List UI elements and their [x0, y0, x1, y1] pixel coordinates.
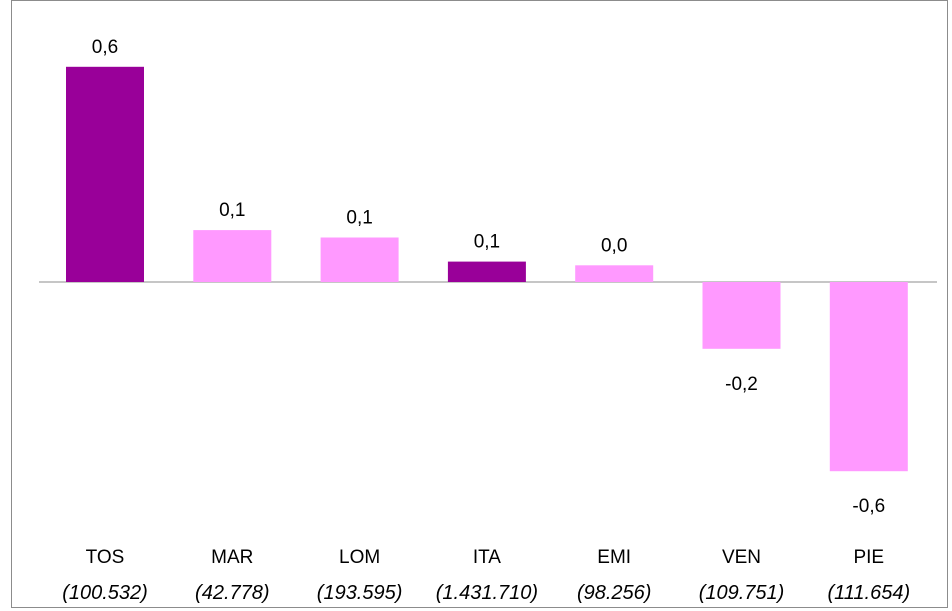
category-label-ven: VEN: [722, 547, 761, 568]
category-label-pie: PIE: [853, 547, 884, 568]
value-label-mar: 0,1: [219, 200, 245, 221]
bar-ven: [702, 282, 781, 349]
value-label-lom: 0,1: [346, 208, 372, 229]
sublabel-emi: (98.256): [577, 582, 652, 604]
bar-emi: [575, 265, 654, 282]
category-label-tos: TOS: [86, 547, 125, 568]
sublabel-ven: (109.751): [699, 582, 785, 604]
bars-group: 0,6 TOS (100.532) 0,1 MAR (42.778) 0,1 LOM (193.…: [62, 37, 910, 604]
value-label-ven: -0,2: [725, 374, 758, 395]
sublabel-pie: (111.654): [827, 582, 910, 604]
category-label-ita: ITA: [473, 547, 501, 568]
category-label-lom: LOM: [339, 547, 380, 568]
chart-frame: [11, 0, 948, 608]
value-label-tos: 0,6: [92, 37, 118, 58]
category-label-mar: MAR: [211, 547, 253, 568]
bar-mar: [193, 230, 272, 282]
bar-lom: [320, 237, 399, 282]
sublabel-mar: (42.778): [195, 582, 270, 604]
category-label-emi: EMI: [597, 547, 631, 568]
bar-tos: [66, 66, 144, 282]
sublabel-tos: (100.532): [62, 582, 148, 604]
sublabel-lom: (193.595): [317, 582, 403, 604]
value-label-pie: -0,6: [852, 496, 885, 517]
bar-pie: [829, 282, 908, 472]
value-label-emi: 0,0: [601, 235, 627, 256]
bar-ita: [447, 261, 526, 282]
value-label-ita: 0,1: [474, 232, 500, 253]
sublabel-ita: (1.431.710): [436, 582, 538, 604]
